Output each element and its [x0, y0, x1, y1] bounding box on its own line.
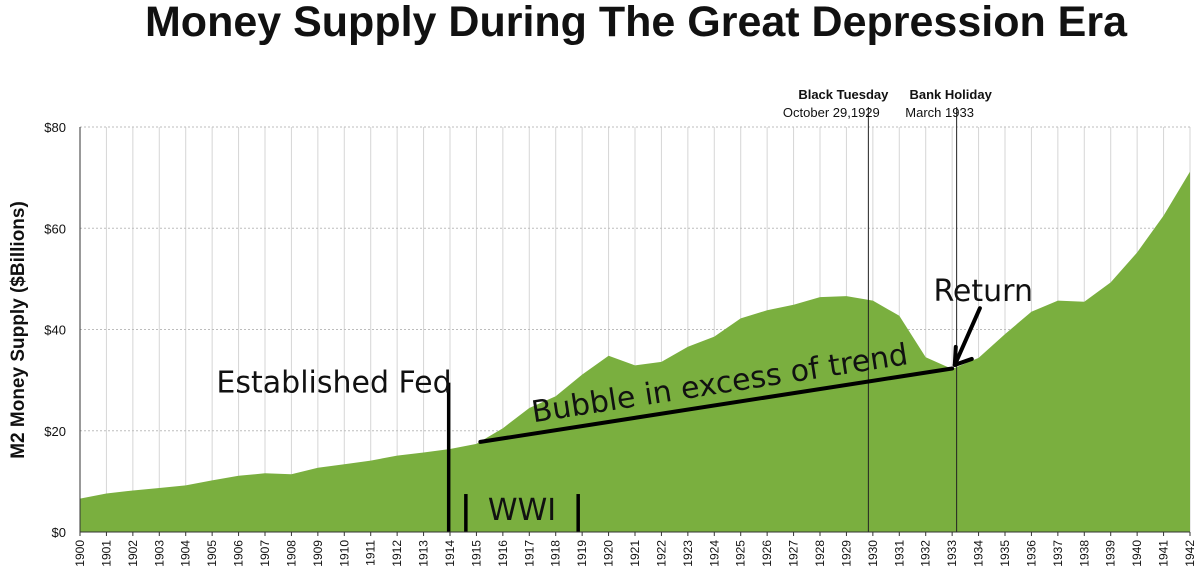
x-tick-label: 1937: [1051, 540, 1065, 567]
x-tick-label: 1902: [126, 540, 140, 567]
x-tick-label: 1942: [1183, 540, 1197, 567]
return-label: Return: [933, 274, 1033, 309]
y-tick-label: $0: [52, 525, 66, 540]
return-arrow-shaft: [952, 306, 982, 367]
x-tick-label: 1917: [522, 540, 536, 567]
x-tick-label: 1913: [417, 540, 431, 567]
axes: $0 $20 $40 $60 $80 1900 1901 1902 1903 1904 1905 19…: [44, 120, 1197, 567]
wwi-label: WWI: [488, 493, 556, 528]
x-tick-label: 1909: [311, 540, 325, 567]
x-tick-label: 1933: [945, 540, 959, 567]
x-tick-label: 1916: [496, 540, 510, 567]
x-tick-label: 1911: [364, 540, 378, 566]
event-date-label: October 29,1929: [783, 105, 880, 120]
x-tick-label: 1925: [734, 540, 748, 567]
event-name-label: Bank Holiday: [909, 87, 992, 102]
x-tick-label: 1928: [813, 540, 827, 567]
x-tick-label: 1930: [866, 540, 880, 567]
x-tick-label: 1915: [469, 540, 483, 567]
x-tick-label: 1907: [258, 540, 272, 567]
y-tick-label: $60: [44, 221, 66, 236]
x-tick-label: 1939: [1104, 540, 1118, 567]
fed-label: Established Fed: [216, 366, 451, 401]
x-tick-label: 1903: [152, 540, 166, 567]
chart-title: Money Supply During The Great Depression…: [145, 0, 1128, 46]
x-tick-label: 1926: [760, 540, 774, 567]
x-tick-label: 1910: [337, 540, 351, 567]
event-name-label: Black Tuesday: [798, 87, 889, 102]
x-tick-label: 1901: [99, 540, 113, 567]
x-tick-label: 1920: [602, 540, 616, 567]
x-tick-label: 1932: [919, 540, 933, 567]
x-tick-label: 1912: [390, 540, 404, 567]
x-tick-label: 1922: [654, 540, 668, 567]
event-markers: Black Tuesday October 29,1929 Bank Holiday…: [783, 87, 993, 532]
y-tick-label: $80: [44, 120, 66, 135]
x-tick-label: 1914: [443, 540, 457, 567]
y-tick-label: $40: [44, 323, 66, 338]
x-tick-label: 1929: [839, 540, 853, 567]
x-tick-label: 1904: [179, 540, 193, 567]
x-tick-label: 1931: [892, 540, 906, 567]
x-tick-label: 1941: [1157, 540, 1171, 567]
x-tick-label: 1905: [205, 540, 219, 567]
series-area: [80, 171, 1190, 532]
x-tick-label: 1919: [575, 540, 589, 567]
x-tick-label: 1923: [681, 540, 695, 567]
x-tick-label: 1921: [628, 540, 642, 567]
x-tick-label: 1927: [787, 540, 801, 567]
return-arrow-head: [952, 344, 974, 367]
y-tick-label: $20: [44, 424, 66, 439]
x-tick-label: 1938: [1077, 540, 1091, 567]
area-series-m2: [80, 171, 1190, 532]
x-tick-label: 1924: [707, 540, 721, 567]
bubble-trend-line: [478, 366, 955, 444]
x-tick-label: 1918: [549, 540, 563, 567]
x-tick-label: 1900: [73, 540, 87, 567]
x-tick-label: 1906: [232, 540, 246, 567]
x-tick-label: 1936: [1024, 540, 1038, 567]
x-tick-label: 1940: [1130, 540, 1144, 567]
x-tick-label: 1934: [972, 540, 986, 567]
y-axis-label: M2 Money Supply ($Billions): [8, 201, 29, 459]
x-tick-label: 1935: [998, 540, 1012, 567]
event-date-label: March 1933: [905, 105, 974, 120]
x-tick-label: 1908: [284, 540, 298, 567]
